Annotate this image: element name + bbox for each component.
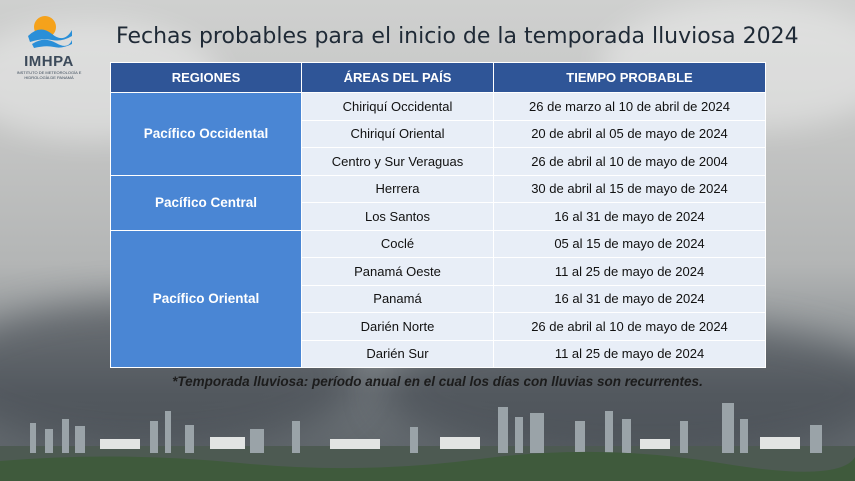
table-row: Centro y Sur Veraguas 26 de abril al 10 … [111, 147, 766, 176]
area-cell: Chiriquí Oriental [301, 119, 494, 148]
rain-season-table: REGIONES ÁREAS DEL PAÍS TIEMPO PROBABLE … [110, 62, 766, 368]
period-cell: 26 de abril al 10 de mayo de 2024 [493, 312, 766, 341]
period-cell: 11 al 25 de mayo de 2024 [493, 339, 766, 368]
period-cell: 16 al 31 de mayo de 2024 [493, 202, 766, 231]
area-cell: Herrera [301, 174, 494, 203]
logo-subtitle: INSTITUTO DE METEOROLOGÍA E HIDROLOGÍA D… [16, 70, 82, 80]
area-cell: Panamá [301, 284, 494, 313]
area-cell: Darién Norte [301, 312, 494, 341]
area-cell: Darién Sur [301, 339, 494, 368]
period-cell: 30 de abril al 15 de mayo de 2024 [493, 174, 766, 203]
region-pacifico-oriental: Pacífico Oriental [110, 229, 302, 368]
area-cell: Panamá Oeste [301, 257, 494, 286]
region-pacifico-occidental: Pacífico Occidental [110, 92, 302, 176]
header-period: TIEMPO PROBABLE [493, 62, 766, 93]
area-cell: Centro y Sur Veraguas [301, 147, 494, 176]
table-row: Los Santos 16 al 31 de mayo de 2024 [111, 202, 766, 231]
area-cell: Los Santos [301, 202, 494, 231]
table-row: Panamá Oeste 11 al 25 de mayo de 2024 [111, 257, 766, 286]
period-cell: 11 al 25 de mayo de 2024 [493, 257, 766, 286]
table-row: Pacífico Central Herrera 30 de abril al … [110, 174, 766, 231]
period-cell: 20 de abril al 05 de mayo de 2024 [493, 119, 766, 148]
period-cell: 26 de abril al 10 de mayo de 2004 [493, 147, 766, 176]
region-pacifico-central: Pacífico Central [110, 174, 302, 231]
table-row: Darién Sur 11 al 25 de mayo de 2024 [111, 339, 766, 368]
footnote: *Temporada lluviosa: período anual en el… [172, 374, 703, 389]
period-cell: 05 al 15 de mayo de 2024 [493, 229, 766, 258]
table-row: Pacífico Oriental Coclé 05 al 15 de mayo… [110, 229, 766, 368]
table-row: Chiriquí Oriental 20 de abril al 05 de m… [111, 119, 766, 148]
period-cell: 16 al 31 de mayo de 2024 [493, 284, 766, 313]
table-row: Pacífico Occidental Chiriquí Occidental … [110, 92, 766, 176]
area-cell: Chiriquí Occidental [301, 92, 494, 121]
area-cell: Coclé [301, 229, 494, 258]
period-cell: 26 de marzo al 10 de abril de 2024 [493, 92, 766, 121]
table-header-row: REGIONES ÁREAS DEL PAÍS TIEMPO PROBABLE [110, 62, 766, 93]
logo-sun-wave-icon [28, 16, 72, 48]
logo-name: IMHPA [24, 53, 74, 70]
table-row: Darién Norte 26 de abril al 10 de mayo d… [111, 312, 766, 341]
header-areas: ÁREAS DEL PAÍS [301, 62, 494, 93]
header-regions: REGIONES [110, 62, 302, 93]
imhpa-logo: IMHPA INSTITUTO DE METEOROLOGÍA E HIDROL… [14, 10, 84, 80]
city-skyline [0, 403, 855, 481]
table-row: Panamá 16 al 31 de mayo de 2024 [111, 284, 766, 313]
page-title: Fechas probables para el inicio de la te… [116, 24, 799, 49]
